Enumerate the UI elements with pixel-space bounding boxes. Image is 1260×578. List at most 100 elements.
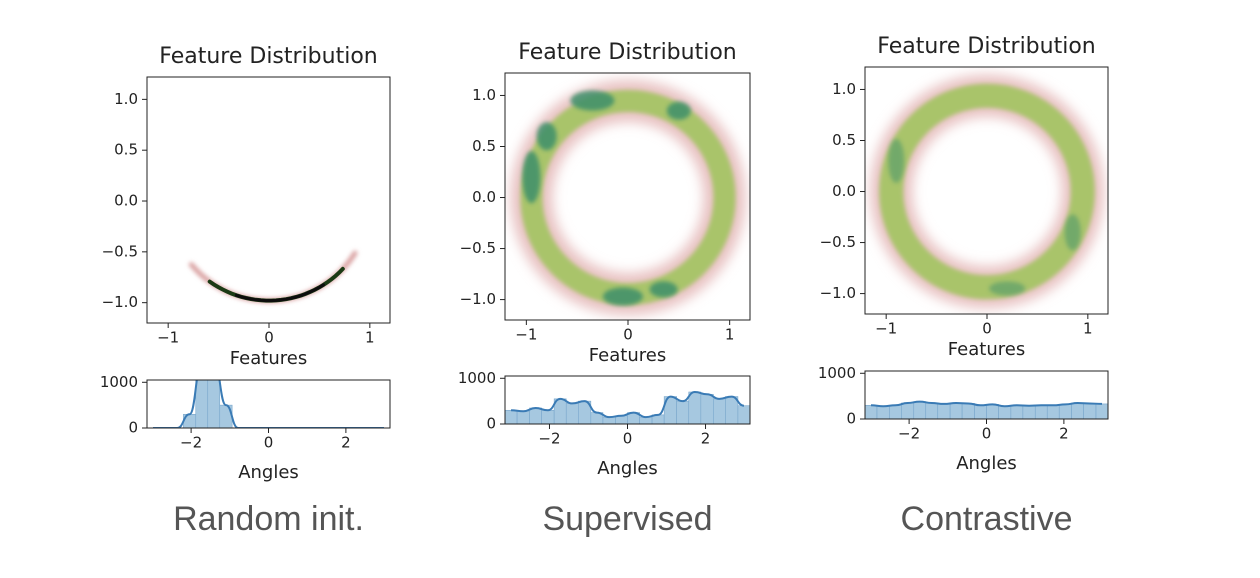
y-tick-label: 0.5 <box>114 141 138 159</box>
x-tick-label: 1 <box>365 329 375 347</box>
x-axis-label: Angles <box>597 458 658 479</box>
y-tick-label: −0.5 <box>102 242 138 260</box>
y-tick-label: 0 <box>846 410 856 428</box>
hist-bar <box>974 404 987 419</box>
y-tick-label: 0.0 <box>114 192 138 210</box>
hist-bar <box>901 402 915 419</box>
hist-bar <box>207 380 221 428</box>
y-tick-label: 1.0 <box>472 86 496 104</box>
y-tick-label: −1.0 <box>102 293 138 311</box>
axes-frame <box>504 72 751 321</box>
chart-title: Feature Distribution <box>518 40 736 65</box>
y-tick-label: 0 <box>128 419 138 437</box>
hist-bar <box>925 402 939 419</box>
x-axis-label: Angles <box>956 453 1017 474</box>
y-tick-label: −1.0 <box>820 284 856 302</box>
density-blob <box>666 101 691 120</box>
hist-bar <box>1010 404 1024 419</box>
axes-frame <box>146 76 391 324</box>
x-tick-label: −2 <box>898 425 920 443</box>
x-tick-label: 2 <box>701 430 711 448</box>
y-tick-label: 1.0 <box>114 90 138 108</box>
hist-bar <box>1022 405 1036 419</box>
kde-line <box>511 390 745 419</box>
y-tick-label: −0.5 <box>820 233 856 251</box>
y-tick-label: −0.5 <box>460 239 496 257</box>
density-blob <box>602 287 643 306</box>
y-tick-label: 0.0 <box>472 188 496 206</box>
x-tick-label: −1 <box>157 329 179 347</box>
density-blob <box>522 151 541 204</box>
plot-area <box>870 74 1104 309</box>
y-tick-label: 0.5 <box>832 131 856 149</box>
x-tick-label: 1 <box>1083 320 1093 338</box>
x-axis-label: Features <box>948 339 1025 360</box>
kde-line <box>152 380 385 428</box>
caption: Contrastive <box>901 500 1073 538</box>
hist-bar <box>1046 404 1060 419</box>
plot-area <box>188 250 358 304</box>
hist-bar <box>602 416 616 424</box>
density-ring <box>879 83 1095 300</box>
hist-bar <box>737 405 750 424</box>
hist-bar <box>639 416 653 424</box>
hist-bar <box>949 402 963 419</box>
hist-bar <box>1083 403 1097 419</box>
hist-bar <box>1034 404 1048 419</box>
x-tick-label: 0 <box>623 326 633 344</box>
hist-bar <box>937 403 951 419</box>
x-tick-label: −1 <box>515 326 537 344</box>
hist-bar <box>541 409 555 424</box>
x-tick-label: −2 <box>538 430 560 448</box>
caption: Random init. <box>173 500 364 538</box>
x-tick-label: 1 <box>725 326 735 344</box>
x-tick-label: 0 <box>982 425 992 443</box>
hist-bar <box>1095 403 1108 419</box>
axes-frame <box>864 66 1109 315</box>
hist-bar <box>516 410 530 424</box>
x-axis-label: Features <box>589 345 666 366</box>
plot-area <box>152 380 385 428</box>
y-tick-label: 0.5 <box>472 137 496 155</box>
x-tick-label: −2 <box>180 434 202 452</box>
x-tick-label: −1 <box>875 320 897 338</box>
hist-bar <box>676 400 690 424</box>
axes-frame <box>864 370 1109 420</box>
hist-bar <box>565 403 579 424</box>
plot-area <box>505 390 750 424</box>
x-axis-label: Angles <box>238 462 299 483</box>
plot-area <box>510 79 746 316</box>
kde-line <box>870 400 1103 408</box>
x-axis-label: Features <box>230 348 307 369</box>
density-blob <box>888 138 905 183</box>
density-blob <box>1064 214 1081 251</box>
chart-title: Feature Distribution <box>159 44 377 69</box>
hist-bar <box>1071 402 1084 419</box>
hist-bar <box>700 393 714 424</box>
density-blob <box>649 281 678 298</box>
y-tick-label: 0.0 <box>832 182 856 200</box>
hist-bar <box>876 405 890 419</box>
x-tick-label: 0 <box>264 434 274 452</box>
axes-frame <box>504 375 751 425</box>
hist-bar <box>725 396 739 424</box>
y-tick-label: −1.0 <box>460 290 496 308</box>
chart-title: Feature Distribution <box>877 34 1095 59</box>
x-tick-label: 0 <box>623 430 633 448</box>
density-blob <box>570 90 615 111</box>
hist-bar <box>986 404 999 419</box>
y-tick-label: 1000 <box>458 369 496 387</box>
density-blob <box>536 122 557 151</box>
hist-bar <box>505 409 518 424</box>
hist-bar <box>713 398 726 424</box>
hist-bar <box>1058 404 1072 419</box>
y-tick-label: 1000 <box>100 373 138 391</box>
density-arc <box>188 250 358 304</box>
hist-bar <box>889 404 902 419</box>
y-tick-label: 1.0 <box>832 80 856 98</box>
x-tick-label: 2 <box>341 434 351 452</box>
x-tick-label: 2 <box>1059 425 1069 443</box>
y-tick-label: 0 <box>486 415 496 433</box>
axes-frame <box>146 379 391 429</box>
hist-bar <box>195 380 209 428</box>
